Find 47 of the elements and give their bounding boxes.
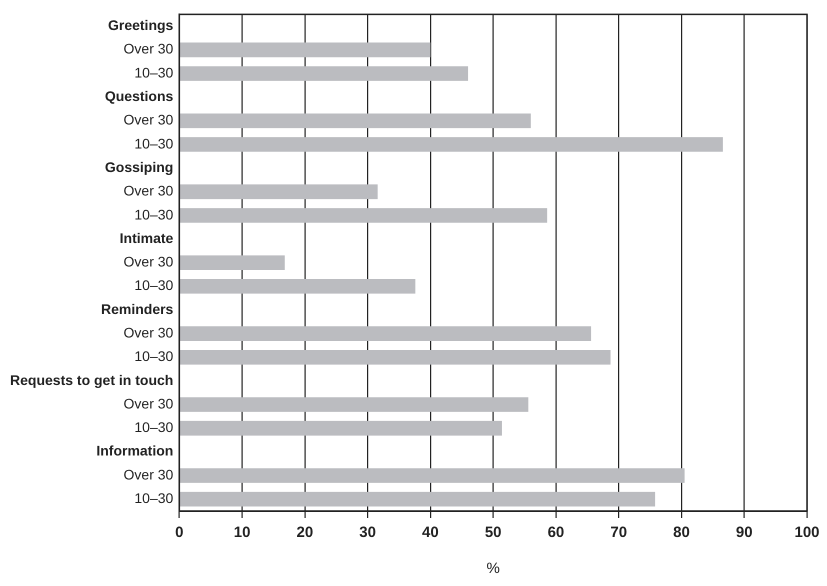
bar [180, 492, 656, 507]
x-tick-label: 0 [175, 524, 184, 542]
y-tick-label: Gossiping [104, 158, 174, 175]
x-axis-title: % [486, 560, 500, 578]
y-tick-label: Intimate [120, 230, 174, 246]
bar [180, 66, 468, 81]
y-tick-label: 10–30 [134, 64, 174, 80]
bar [180, 255, 285, 270]
x-tick-label: 100 [794, 524, 820, 542]
y-tick-label: Information [96, 442, 174, 459]
y-tick-label: 10–30 [134, 135, 174, 152]
y-tick-label: Reminders [100, 300, 174, 317]
y-tick-label: 10–30 [134, 490, 174, 506]
x-tick-label: 80 [673, 524, 690, 542]
bar [180, 350, 611, 365]
bar [180, 326, 592, 341]
x-tick-label: 90 [736, 524, 753, 542]
bar [180, 184, 378, 200]
y-tick-label: Over 30 [124, 112, 174, 128]
bar [180, 113, 531, 128]
bar [180, 42, 430, 58]
y-tick-label: 10–30 [134, 277, 174, 294]
y-tick-label: Over 30 [124, 466, 174, 482]
x-tick-label: 30 [359, 524, 376, 542]
x-tick-label: 70 [610, 524, 628, 542]
y-tick-label: Over 30 [124, 182, 174, 199]
y-tick-label: Over 30 [124, 324, 174, 340]
y-tick-label: 10–30 [134, 206, 174, 222]
y-tick-label: Requests to get in touch [10, 372, 174, 388]
y-tick-label: 10–30 [134, 348, 174, 364]
x-tick-label: 10 [234, 524, 250, 542]
y-tick-label: 10–30 [134, 419, 174, 436]
bar [180, 208, 548, 223]
bar [180, 279, 416, 294]
bar [180, 397, 528, 412]
x-tick-label: 20 [296, 524, 314, 542]
y-tick-label: Over 30 [124, 395, 174, 412]
y-tick-label: Questions [104, 88, 174, 104]
bar [180, 420, 502, 436]
y-tick-label: Greetings [108, 17, 174, 34]
x-tick-label: 50 [484, 524, 502, 542]
bar [180, 468, 685, 483]
x-tick-label: 40 [422, 524, 439, 542]
x-tick-label: 60 [548, 524, 564, 542]
bar [180, 137, 723, 152]
y-tick-label: Over 30 [124, 254, 174, 270]
y-tick-label: Over 30 [124, 40, 174, 57]
